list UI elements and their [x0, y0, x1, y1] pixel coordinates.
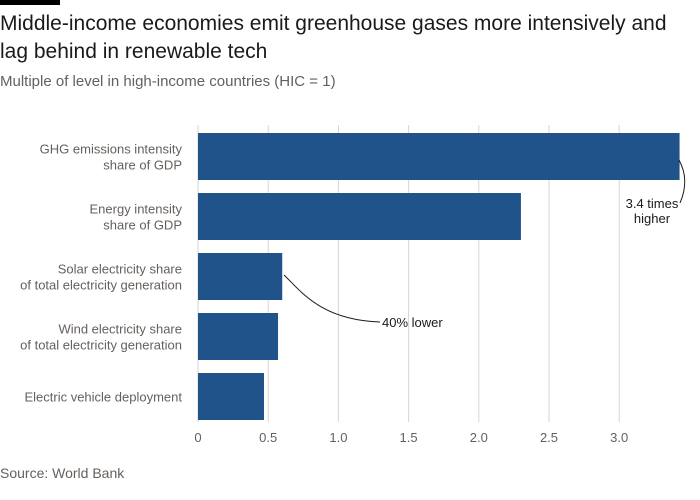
category-label: GHG emissions intensity [40, 142, 183, 157]
bar [198, 253, 283, 300]
category-label: share of GDP [103, 218, 182, 233]
bar [198, 373, 264, 420]
x-tick-label: 1.0 [329, 430, 347, 445]
source-note: Source: World Bank [0, 465, 125, 481]
annotation-leader [283, 274, 381, 323]
bar [198, 193, 521, 240]
x-tick-label: 2.0 [470, 430, 488, 445]
annotation-text: 40% lower [382, 315, 443, 330]
category-label: of total electricity generation [20, 338, 182, 353]
annotation-text: higher [634, 211, 671, 226]
chart-subtitle: Multiple of level in high-income countri… [0, 73, 336, 90]
category-label: Solar electricity share [58, 262, 182, 277]
annotation-leader [678, 159, 686, 204]
x-tick-label: 3.0 [610, 430, 628, 445]
category-label: share of GDP [103, 158, 182, 173]
category-label: Wind electricity share [58, 322, 182, 337]
bar [198, 133, 680, 180]
x-tick-label: 0.5 [259, 430, 277, 445]
annotation-text: 3.4 times [626, 196, 679, 211]
category-label: Electric vehicle deployment [24, 390, 182, 405]
x-tick-label: 2.5 [540, 430, 558, 445]
x-tick-label: 1.5 [400, 430, 418, 445]
x-tick-label: 0 [194, 430, 201, 445]
chart-title: Middle-income economies emit greenhouse … [0, 12, 667, 63]
category-label: Energy intensity [90, 202, 183, 217]
brand-rule [0, 0, 60, 5]
bar [198, 313, 279, 360]
category-label: of total electricity generation [20, 278, 182, 293]
